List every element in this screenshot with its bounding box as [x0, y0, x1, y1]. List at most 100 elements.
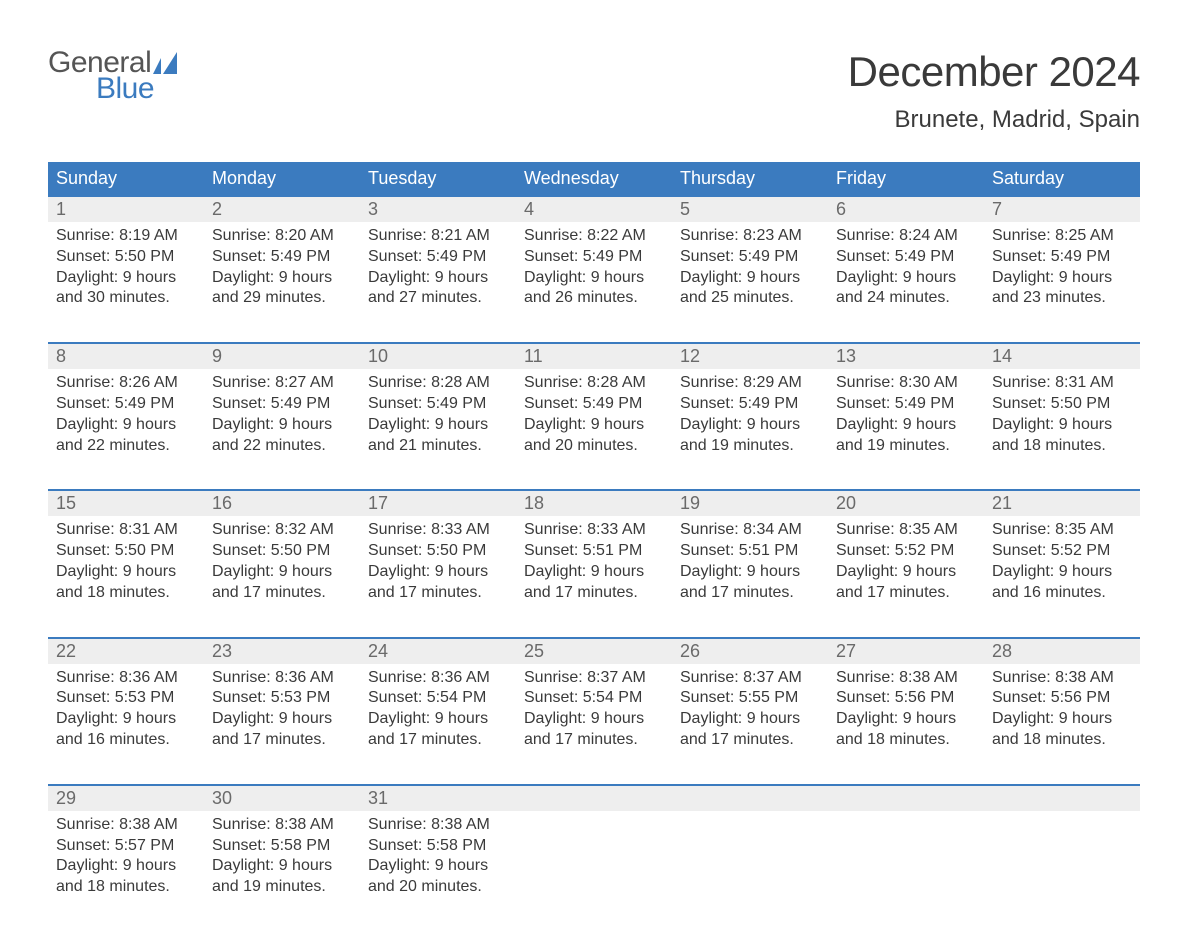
day-number: 8 — [48, 344, 204, 369]
daylight-line-2: and 17 minutes. — [524, 730, 664, 751]
daylight-line-2: and 19 minutes. — [212, 877, 352, 898]
day-cell — [828, 811, 984, 926]
day-cell: Sunrise: 8:24 AMSunset: 5:49 PMDaylight:… — [828, 222, 984, 337]
day-number: 18 — [516, 491, 672, 516]
daylight-line-1: Daylight: 9 hours — [680, 268, 820, 289]
sunset-line: Sunset: 5:53 PM — [212, 688, 352, 709]
sunrise-line: Sunrise: 8:35 AM — [992, 520, 1132, 541]
day-cell: Sunrise: 8:38 AMSunset: 5:57 PMDaylight:… — [48, 811, 204, 926]
sunset-line: Sunset: 5:49 PM — [680, 394, 820, 415]
day-cell: Sunrise: 8:38 AMSunset: 5:58 PMDaylight:… — [204, 811, 360, 926]
sunrise-line: Sunrise: 8:25 AM — [992, 226, 1132, 247]
day-number — [516, 786, 672, 811]
sunset-line: Sunset: 5:52 PM — [836, 541, 976, 562]
day-cell: Sunrise: 8:27 AMSunset: 5:49 PMDaylight:… — [204, 369, 360, 484]
daylight-line-1: Daylight: 9 hours — [56, 856, 196, 877]
day-number: 29 — [48, 786, 204, 811]
col-wednesday: Wednesday — [516, 162, 672, 196]
day-cell: Sunrise: 8:25 AMSunset: 5:49 PMDaylight:… — [984, 222, 1140, 337]
sunset-line: Sunset: 5:51 PM — [524, 541, 664, 562]
daylight-line-1: Daylight: 9 hours — [524, 268, 664, 289]
daylight-line-2: and 19 minutes. — [836, 436, 976, 457]
day-cell: Sunrise: 8:30 AMSunset: 5:49 PMDaylight:… — [828, 369, 984, 484]
daylight-line-1: Daylight: 9 hours — [836, 268, 976, 289]
sunrise-line: Sunrise: 8:38 AM — [56, 815, 196, 836]
sunrise-line: Sunrise: 8:36 AM — [56, 668, 196, 689]
daylight-line-1: Daylight: 9 hours — [56, 268, 196, 289]
day-number: 26 — [672, 639, 828, 664]
sunset-line: Sunset: 5:53 PM — [56, 688, 196, 709]
day-number: 5 — [672, 197, 828, 222]
daylight-line-1: Daylight: 9 hours — [992, 268, 1132, 289]
sunrise-line: Sunrise: 8:31 AM — [56, 520, 196, 541]
day-number: 15 — [48, 491, 204, 516]
day-cell: Sunrise: 8:22 AMSunset: 5:49 PMDaylight:… — [516, 222, 672, 337]
day-number: 19 — [672, 491, 828, 516]
daylight-line-1: Daylight: 9 hours — [836, 562, 976, 583]
day-cell: Sunrise: 8:37 AMSunset: 5:54 PMDaylight:… — [516, 664, 672, 779]
sunset-line: Sunset: 5:55 PM — [680, 688, 820, 709]
sunrise-line: Sunrise: 8:37 AM — [680, 668, 820, 689]
day-header-row: Sunday Monday Tuesday Wednesday Thursday… — [48, 162, 1140, 196]
logo-blue: Blue — [96, 74, 189, 104]
day-number: 30 — [204, 786, 360, 811]
day-number-row: 293031 — [48, 786, 1140, 811]
day-content-row: Sunrise: 8:26 AMSunset: 5:49 PMDaylight:… — [48, 369, 1140, 484]
sunrise-line: Sunrise: 8:26 AM — [56, 373, 196, 394]
day-number: 23 — [204, 639, 360, 664]
daylight-line-2: and 17 minutes. — [368, 583, 508, 604]
sunrise-line: Sunrise: 8:24 AM — [836, 226, 976, 247]
day-number-row: 15161718192021 — [48, 491, 1140, 516]
sunset-line: Sunset: 5:56 PM — [836, 688, 976, 709]
day-number-row: 22232425262728 — [48, 639, 1140, 664]
daylight-line-2: and 22 minutes. — [212, 436, 352, 457]
day-number: 16 — [204, 491, 360, 516]
sunrise-line: Sunrise: 8:31 AM — [992, 373, 1132, 394]
sunset-line: Sunset: 5:54 PM — [368, 688, 508, 709]
daylight-line-2: and 17 minutes. — [680, 730, 820, 751]
daylight-line-1: Daylight: 9 hours — [992, 415, 1132, 436]
day-number: 14 — [984, 344, 1140, 369]
sunset-line: Sunset: 5:58 PM — [368, 836, 508, 857]
sunrise-line: Sunrise: 8:28 AM — [524, 373, 664, 394]
sunrise-line: Sunrise: 8:22 AM — [524, 226, 664, 247]
day-number: 4 — [516, 197, 672, 222]
daylight-line-2: and 18 minutes. — [56, 583, 196, 604]
daylight-line-1: Daylight: 9 hours — [368, 415, 508, 436]
daylight-line-2: and 17 minutes. — [680, 583, 820, 604]
day-cell: Sunrise: 8:31 AMSunset: 5:50 PMDaylight:… — [984, 369, 1140, 484]
sunset-line: Sunset: 5:49 PM — [212, 247, 352, 268]
sunset-line: Sunset: 5:49 PM — [524, 247, 664, 268]
day-content-row: Sunrise: 8:31 AMSunset: 5:50 PMDaylight:… — [48, 516, 1140, 631]
daylight-line-1: Daylight: 9 hours — [212, 415, 352, 436]
day-number — [672, 786, 828, 811]
daylight-line-2: and 19 minutes. — [680, 436, 820, 457]
day-number: 20 — [828, 491, 984, 516]
day-cell: Sunrise: 8:33 AMSunset: 5:51 PMDaylight:… — [516, 516, 672, 631]
sunset-line: Sunset: 5:49 PM — [836, 394, 976, 415]
sunrise-line: Sunrise: 8:35 AM — [836, 520, 976, 541]
sunrise-line: Sunrise: 8:36 AM — [212, 668, 352, 689]
day-cell: Sunrise: 8:31 AMSunset: 5:50 PMDaylight:… — [48, 516, 204, 631]
daylight-line-1: Daylight: 9 hours — [836, 415, 976, 436]
day-number: 31 — [360, 786, 516, 811]
day-content-row: Sunrise: 8:38 AMSunset: 5:57 PMDaylight:… — [48, 811, 1140, 926]
daylight-line-1: Daylight: 9 hours — [368, 709, 508, 730]
day-number-row: 891011121314 — [48, 344, 1140, 369]
sunset-line: Sunset: 5:49 PM — [524, 394, 664, 415]
day-number: 10 — [360, 344, 516, 369]
day-cell: Sunrise: 8:26 AMSunset: 5:49 PMDaylight:… — [48, 369, 204, 484]
day-number-row: 1234567 — [48, 197, 1140, 222]
day-number: 13 — [828, 344, 984, 369]
calendar-table: Sunday Monday Tuesday Wednesday Thursday… — [48, 162, 1140, 926]
daylight-line-1: Daylight: 9 hours — [680, 415, 820, 436]
sunrise-line: Sunrise: 8:38 AM — [836, 668, 976, 689]
day-cell: Sunrise: 8:35 AMSunset: 5:52 PMDaylight:… — [984, 516, 1140, 631]
sunrise-line: Sunrise: 8:27 AM — [212, 373, 352, 394]
day-number: 6 — [828, 197, 984, 222]
sunset-line: Sunset: 5:51 PM — [680, 541, 820, 562]
day-cell: Sunrise: 8:28 AMSunset: 5:49 PMDaylight:… — [360, 369, 516, 484]
day-cell — [984, 811, 1140, 926]
daylight-line-1: Daylight: 9 hours — [56, 415, 196, 436]
daylight-line-1: Daylight: 9 hours — [836, 709, 976, 730]
